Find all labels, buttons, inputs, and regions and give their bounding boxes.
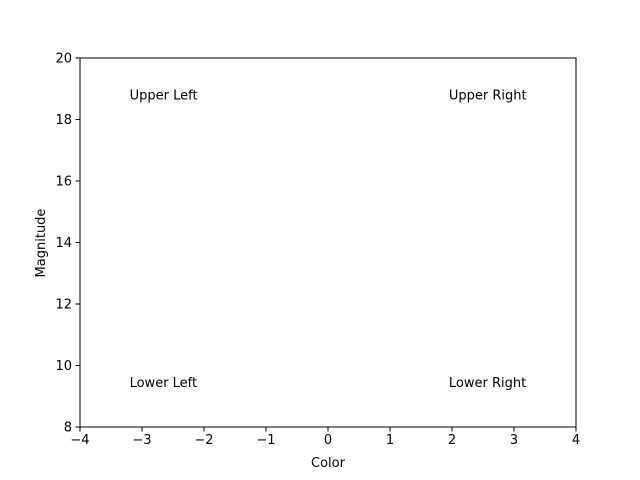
x-tick-label: −1 <box>256 433 275 448</box>
annotation-text: Upper Left <box>130 88 198 103</box>
x-axis-ticks: −4 −3 −2 −1 0 1 2 3 4 <box>70 427 580 448</box>
annotation-text: Lower Left <box>130 376 198 391</box>
y-tick-label: 18 <box>55 113 72 128</box>
x-tick-label: 0 <box>324 433 332 448</box>
annotation-text: Upper Right <box>449 88 527 103</box>
x-tick-label: 4 <box>572 433 580 448</box>
x-axis-label: Color <box>311 456 346 471</box>
x-tick-label: −3 <box>132 433 151 448</box>
y-tick-label: 12 <box>55 298 72 313</box>
y-tick-label: 10 <box>55 359 72 374</box>
x-tick-label: −4 <box>70 433 89 448</box>
y-tick-label: 14 <box>55 236 72 251</box>
x-tick-label: 2 <box>448 433 456 448</box>
plot-background <box>80 58 576 427</box>
x-tick-label: −2 <box>194 433 213 448</box>
y-tick-label: 16 <box>55 175 72 190</box>
y-tick-label: 8 <box>64 421 72 436</box>
annotations: Upper Left Upper Right Lower Left Lower Rig… <box>130 88 527 391</box>
x-tick-label: 3 <box>510 433 518 448</box>
y-axis-label: Magnitude <box>34 209 49 278</box>
annotation-text: Lower Right <box>449 376 526 391</box>
x-tick-label: 1 <box>386 433 394 448</box>
y-tick-label: 20 <box>55 52 72 67</box>
plot-frame <box>79 57 577 428</box>
y-axis-ticks: 8 10 12 14 16 18 20 <box>55 52 80 436</box>
